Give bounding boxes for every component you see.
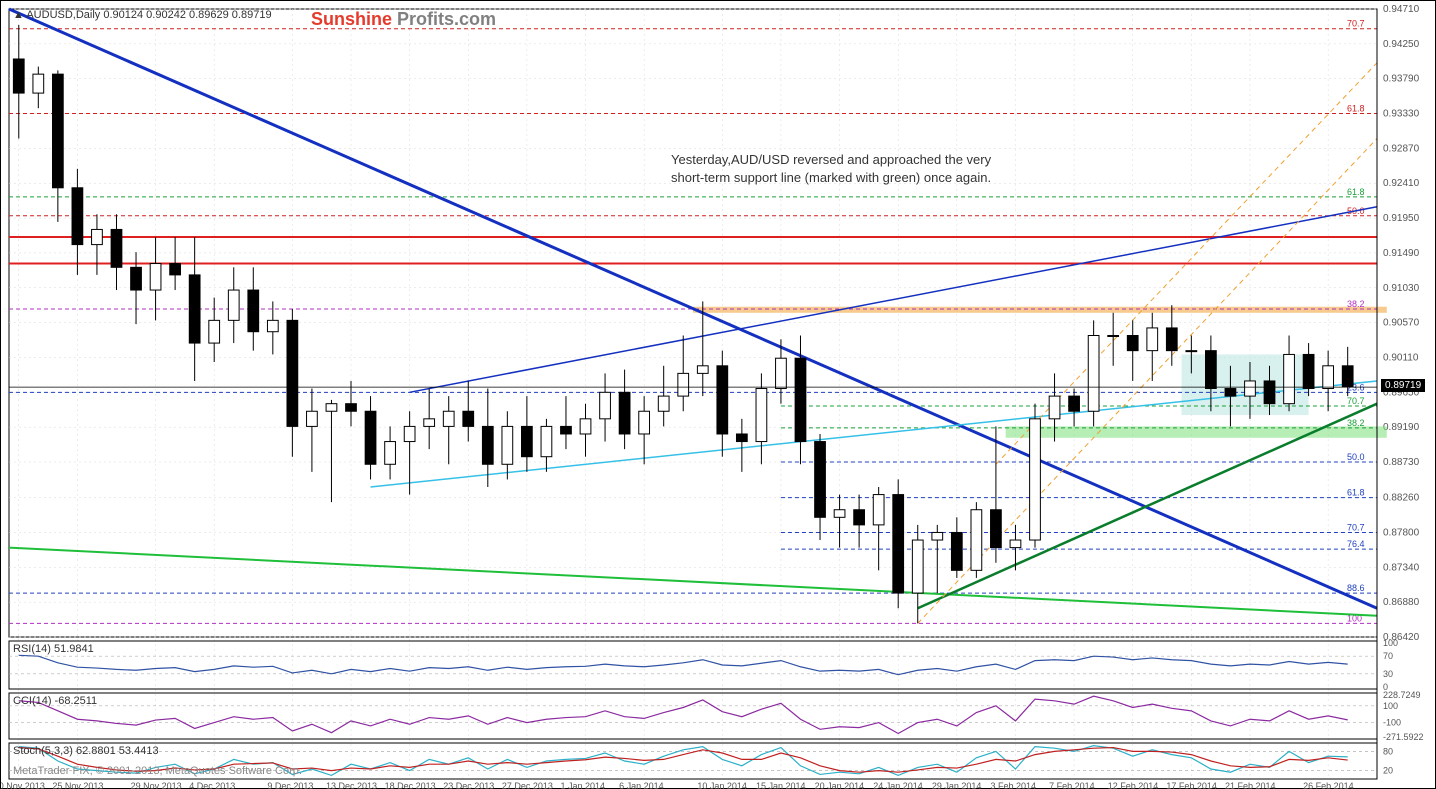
svg-text:70: 70 — [1383, 651, 1393, 661]
svg-text:0.90570: 0.90570 — [1383, 318, 1420, 329]
svg-text:17 Feb 2014: 17 Feb 2014 — [1166, 781, 1217, 789]
stoch-title: Stoch(5,3,3) 62.8801 53.4413 — [13, 745, 159, 757]
svg-text:38.2: 38.2 — [1347, 299, 1365, 309]
svg-text:26 Feb 2014: 26 Feb 2014 — [1303, 781, 1354, 789]
svg-text:61.8: 61.8 — [1347, 187, 1365, 197]
svg-text:0.91030: 0.91030 — [1383, 283, 1420, 294]
svg-text:50.0: 50.0 — [1347, 452, 1365, 462]
svg-text:61.8: 61.8 — [1347, 104, 1365, 114]
svg-text:25 Nov 2013: 25 Nov 2013 — [52, 781, 103, 789]
watermark: Sunshine Profits.com — [311, 9, 496, 30]
svg-text:10 Jan 2014: 10 Jan 2014 — [697, 781, 747, 789]
chart-svg[interactable]: 0.94710 0.94250 0.93790 0.93330 0.92870 0.924… — [1, 1, 1436, 789]
svg-text:88.6: 88.6 — [1347, 583, 1365, 593]
svg-text:0.90110: 0.90110 — [1383, 352, 1419, 363]
svg-text:0.87340: 0.87340 — [1383, 562, 1420, 573]
svg-text:228.7249: 228.7249 — [1383, 690, 1421, 700]
svg-text:0.94250: 0.94250 — [1383, 39, 1420, 50]
svg-text:24 Jan 2014: 24 Jan 2014 — [873, 781, 923, 789]
last-price-tag: 0.89719 — [1381, 379, 1425, 392]
svg-text:0.94710: 0.94710 — [1383, 4, 1420, 15]
svg-text:29 Nov 2013: 29 Nov 2013 — [131, 781, 182, 789]
svg-text:61.8: 61.8 — [1347, 488, 1365, 498]
rsi-title: RSI(14) 51.9841 — [13, 643, 94, 655]
svg-text:0.89190: 0.89190 — [1383, 422, 1420, 433]
svg-text:100: 100 — [1383, 701, 1398, 711]
svg-text:23 Dec 2013: 23 Dec 2013 — [443, 781, 494, 789]
svg-text:9 Dec 2013: 9 Dec 2013 — [267, 781, 313, 789]
svg-text:0.86880: 0.86880 — [1383, 597, 1420, 608]
svg-text:0.88730: 0.88730 — [1383, 457, 1420, 468]
svg-text:0.91490: 0.91490 — [1383, 248, 1420, 259]
svg-text:0.93790: 0.93790 — [1383, 74, 1420, 85]
svg-text:15 Jan 2014: 15 Jan 2014 — [756, 781, 806, 789]
cci-title: CCI(14) -68.2511 — [13, 695, 97, 707]
svg-text:80: 80 — [1383, 746, 1393, 756]
svg-text:0.92870: 0.92870 — [1383, 143, 1420, 154]
svg-text:70.7: 70.7 — [1347, 522, 1365, 532]
copyright-text: MetaTrader FIX, © 2001-2013, MetaQuotes … — [13, 765, 302, 777]
chart-annotation: Yesterday,AUD/USD reversed and approache… — [671, 151, 991, 186]
svg-text:0.88260: 0.88260 — [1383, 493, 1420, 504]
svg-text:21 Feb 2014: 21 Feb 2014 — [1225, 781, 1276, 789]
svg-text:76.4: 76.4 — [1347, 539, 1365, 549]
svg-text:-271.5922: -271.5922 — [1383, 732, 1424, 742]
svg-text:20 Nov 2013: 20 Nov 2013 — [1, 781, 45, 789]
svg-text:100: 100 — [1383, 638, 1398, 648]
svg-text:38.2: 38.2 — [1347, 418, 1365, 428]
svg-text:20 Jan 2014: 20 Jan 2014 — [815, 781, 865, 789]
svg-text:0.92410: 0.92410 — [1383, 178, 1420, 189]
svg-text:13 Dec 2013: 13 Dec 2013 — [326, 781, 377, 789]
svg-text:12 Feb 2014: 12 Feb 2014 — [1108, 781, 1159, 789]
ticker-title: ▲ AUDUSD,Daily 0.90124 0.90242 0.89629 0… — [13, 9, 272, 21]
svg-text:20: 20 — [1383, 766, 1393, 776]
svg-text:70.7: 70.7 — [1347, 396, 1365, 406]
svg-text:0.93330: 0.93330 — [1383, 109, 1420, 120]
svg-text:29 Jan 2014: 29 Jan 2014 — [932, 781, 982, 789]
svg-text:18 Dec 2013: 18 Dec 2013 — [385, 781, 436, 789]
svg-text:-100: -100 — [1383, 718, 1401, 728]
svg-text:1 Jan 2014: 1 Jan 2014 — [561, 781, 606, 789]
svg-text:0.87800: 0.87800 — [1383, 527, 1420, 538]
chart-container: 0.94710 0.94250 0.93790 0.93330 0.92870 0.924… — [0, 0, 1436, 789]
svg-text:27 Dec 2013: 27 Dec 2013 — [502, 781, 553, 789]
svg-text:0.91950: 0.91950 — [1383, 213, 1420, 224]
svg-text:30: 30 — [1383, 669, 1393, 679]
svg-text:4 Dec 2013: 4 Dec 2013 — [189, 781, 235, 789]
svg-text:3 Feb 2014: 3 Feb 2014 — [990, 781, 1036, 789]
svg-text:70.7: 70.7 — [1347, 19, 1365, 29]
svg-text:7 Feb 2014: 7 Feb 2014 — [1049, 781, 1095, 789]
svg-text:6 Jan 2014: 6 Jan 2014 — [619, 781, 664, 789]
